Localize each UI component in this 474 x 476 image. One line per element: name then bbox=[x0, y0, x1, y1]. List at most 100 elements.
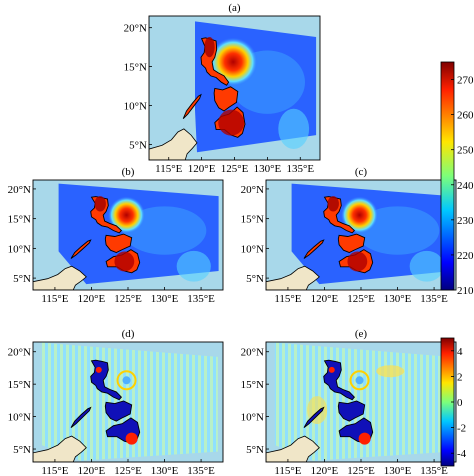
lon-tick-label: 135°E bbox=[286, 163, 314, 175]
lon-tick-label: 120°E bbox=[188, 163, 216, 175]
island-visayas bbox=[213, 86, 239, 112]
typhoon-ring bbox=[116, 370, 137, 391]
lon-tick-label: 125°E bbox=[221, 163, 249, 175]
panel-a: (a) 5°N 10°N 15°N 20°N 115°E 120°E 125°E 130°E 13… bbox=[124, 0, 321, 175]
swath bbox=[274, 342, 451, 461]
lat-tick-label: 10°N bbox=[241, 412, 264, 424]
island-palawan bbox=[70, 239, 92, 259]
lon-tick-label: 125°E bbox=[114, 465, 142, 476]
convection-core bbox=[327, 196, 339, 212]
lon-tick-label: 135°E bbox=[420, 465, 448, 476]
island-palawan bbox=[303, 406, 325, 428]
colorbar-tick-label: 270 bbox=[457, 75, 474, 87]
swath bbox=[41, 342, 218, 461]
lon-tick-label: 115°E bbox=[155, 163, 182, 175]
lon-tick-label: 130°E bbox=[151, 465, 179, 476]
typhoon-ring bbox=[355, 376, 364, 385]
colorbar-tick-label: 240 bbox=[457, 180, 474, 192]
lat-tick-label: 10°N bbox=[8, 412, 31, 424]
colorbar-ramp bbox=[440, 61, 455, 291]
lat-tick-label: 20°N bbox=[8, 184, 31, 196]
convection-core bbox=[347, 251, 368, 272]
borneo-land bbox=[266, 435, 320, 462]
difference-max bbox=[328, 366, 335, 373]
lat-tick-label: 20°N bbox=[241, 347, 264, 359]
convection-core bbox=[218, 109, 245, 136]
taiwan-land bbox=[206, 0, 214, 13]
lat-tick-label: 20°N bbox=[241, 184, 264, 196]
taiwan-land bbox=[330, 326, 339, 340]
typhoon-core bbox=[340, 196, 379, 234]
colorbar-tick-label: 250 bbox=[457, 145, 474, 157]
island-palawan bbox=[303, 239, 325, 259]
lon-tick-label: 115°E bbox=[274, 465, 301, 476]
typhoon-ring bbox=[122, 376, 131, 385]
colorbar-difference: -4 -2 0 2 4 bbox=[440, 337, 467, 467]
island-visayas bbox=[337, 233, 366, 253]
lon-tick-label: 130°E bbox=[151, 293, 179, 305]
panel-b: (b) 5°N 10°N 15°N 20°N 115°E 120°E 125°E 130°E 13… bbox=[8, 165, 224, 305]
lon-tick-label: 115°E bbox=[41, 293, 68, 305]
colorbar-tick-label: 4 bbox=[457, 346, 463, 358]
lat-tick-label: 15°N bbox=[124, 62, 147, 74]
borneo-land bbox=[266, 265, 320, 290]
lat-tick-label: 15°N bbox=[241, 379, 264, 391]
island-visayas bbox=[104, 400, 133, 422]
panel-label: (d) bbox=[122, 328, 135, 340]
difference-max bbox=[125, 432, 138, 445]
lon-tick-label: 135°E bbox=[420, 293, 448, 305]
panel-label: (a) bbox=[228, 2, 241, 14]
lon-tick-label: 135°E bbox=[187, 293, 215, 305]
borneo-land bbox=[149, 128, 198, 160]
colorbar-tick-label: -4 bbox=[457, 448, 467, 460]
lat-tick-label: 5°N bbox=[129, 139, 147, 151]
lon-tick-label: 125°E bbox=[114, 293, 142, 305]
lat-tick-label: 5°N bbox=[246, 273, 264, 285]
lon-tick-label: 120°E bbox=[311, 465, 339, 476]
borneo-land bbox=[33, 435, 87, 462]
convection-core bbox=[204, 37, 215, 58]
taiwan-land bbox=[97, 165, 106, 178]
lat-tick-label: 20°N bbox=[8, 347, 31, 359]
lat-tick-label: 15°N bbox=[241, 214, 264, 226]
lon-tick-label: 120°E bbox=[78, 465, 106, 476]
typhoon-core bbox=[107, 196, 146, 234]
colorbar-tick-label: 0 bbox=[457, 397, 463, 409]
island-visayas bbox=[337, 400, 366, 422]
lat-tick-label: 5°N bbox=[13, 273, 31, 285]
island-palawan bbox=[182, 93, 202, 120]
colorbar-tick-label: 210 bbox=[457, 285, 474, 297]
lat-tick-label: 10°N bbox=[8, 243, 31, 255]
colorbar-tick-label: 2 bbox=[457, 371, 463, 383]
lon-tick-label: 135°E bbox=[187, 465, 215, 476]
lon-tick-label: 115°E bbox=[41, 465, 68, 476]
lat-tick-label: 10°N bbox=[124, 101, 147, 113]
lat-tick-label: 5°N bbox=[246, 444, 264, 456]
taiwan-land bbox=[97, 326, 106, 340]
colorbar-brightness-temperature: 210 220 230 240 250 260 270 bbox=[440, 61, 474, 297]
panel-label: (c) bbox=[355, 166, 368, 178]
lon-tick-label: 120°E bbox=[311, 293, 339, 305]
panel-d: (d) 5°N 10°N 15°N 20°N 115°E 120°E 125°E 130°E 13… bbox=[8, 326, 224, 476]
lon-tick-label: 130°E bbox=[254, 163, 282, 175]
lat-tick-label: 10°N bbox=[241, 243, 264, 255]
taiwan-land bbox=[330, 165, 339, 178]
lon-tick-label: 120°E bbox=[78, 293, 106, 305]
lat-tick-label: 5°N bbox=[13, 444, 31, 456]
panel-label: (e) bbox=[355, 328, 368, 340]
panel-c: (c) 5°N 10°N 15°N 20°N 115°E 120°E 125°E 130°E 13… bbox=[241, 165, 457, 305]
lon-tick-label: 125°E bbox=[347, 465, 375, 476]
lon-tick-label: 130°E bbox=[384, 293, 412, 305]
panel-label: (b) bbox=[122, 166, 135, 178]
colorbar-tick-label: 260 bbox=[457, 110, 474, 122]
difference-band bbox=[376, 365, 405, 378]
convection-core bbox=[114, 251, 135, 272]
cloud-band bbox=[409, 250, 444, 282]
lat-tick-label: 15°N bbox=[8, 379, 31, 391]
lon-tick-label: 130°E bbox=[384, 465, 412, 476]
lat-tick-label: 20°N bbox=[124, 23, 147, 35]
colorbar-tick-label: -2 bbox=[457, 423, 466, 435]
difference-max bbox=[358, 432, 371, 445]
colorbar-tick-label: 230 bbox=[457, 215, 474, 227]
